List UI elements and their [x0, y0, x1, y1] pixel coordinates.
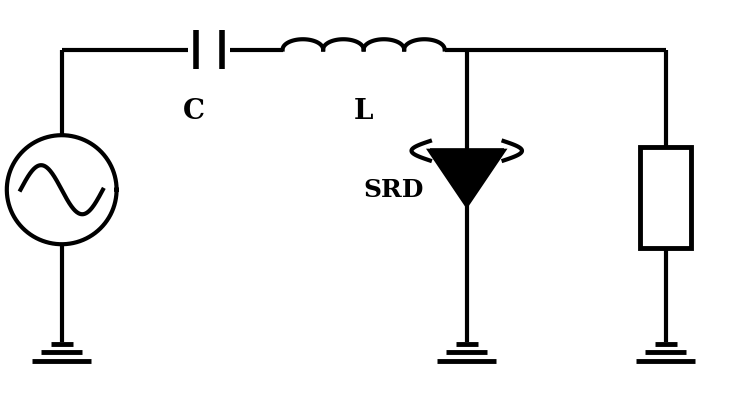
Text: L: L — [354, 98, 373, 125]
Bar — [640, 147, 692, 248]
Polygon shape — [430, 151, 504, 205]
Text: C: C — [183, 98, 206, 125]
Text: SRD: SRD — [363, 178, 423, 202]
